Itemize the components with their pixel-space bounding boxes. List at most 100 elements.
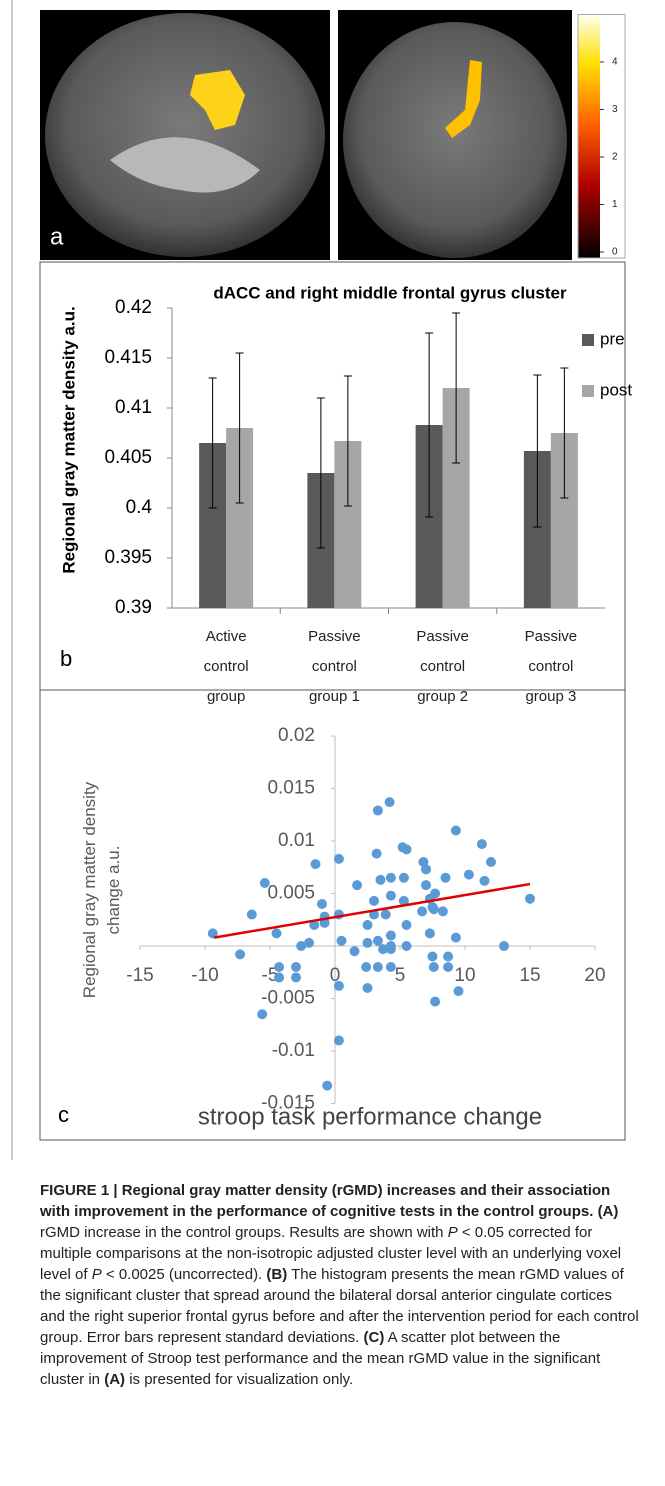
- point: [235, 949, 245, 959]
- point: [373, 936, 383, 946]
- y-tick-label: 0.4: [126, 497, 153, 518]
- colorbar-tick-label: 0: [612, 247, 618, 258]
- point: [386, 962, 396, 972]
- point: [334, 981, 344, 991]
- point: [385, 797, 395, 807]
- point: [363, 983, 373, 993]
- x-axis-label: stroop task performance change: [198, 1103, 542, 1130]
- y-axis-label: Regional gray matter density change a.u.: [78, 760, 126, 1020]
- y-tick-label: 0.005: [267, 883, 315, 904]
- point: [376, 875, 386, 885]
- point: [421, 880, 431, 890]
- point: [402, 920, 412, 930]
- chart-title: dACC and right middle frontal gyrus clus…: [213, 283, 567, 302]
- point: [311, 859, 321, 869]
- page: a01234dACC and right middle frontal gyru…: [0, 0, 665, 1486]
- x-tick-label: Passive control group 2: [403, 622, 483, 712]
- caption-text: FIGURE 1 | Regional gray matter density …: [40, 1182, 618, 1220]
- x-tick-label: 15: [519, 965, 540, 986]
- brain: [343, 22, 567, 258]
- point: [438, 906, 448, 916]
- point: [428, 952, 438, 962]
- point: [291, 973, 301, 983]
- legend-label: post: [600, 380, 632, 399]
- point: [441, 873, 451, 883]
- x-tick-label: 20: [584, 965, 605, 986]
- x-tick-label: 10: [454, 965, 475, 986]
- colorbar-tick-label: 4: [612, 57, 618, 68]
- panel-label: c: [58, 1102, 69, 1127]
- point: [334, 1036, 344, 1046]
- point: [274, 973, 284, 983]
- point: [337, 936, 347, 946]
- point: [257, 1009, 267, 1019]
- y-tick-label: 0.395: [104, 547, 152, 568]
- point: [480, 876, 490, 886]
- point: [352, 880, 362, 890]
- point: [429, 962, 439, 972]
- caption-text: P: [92, 1266, 102, 1283]
- y-tick-label: 0.015: [267, 778, 315, 799]
- x-tick-label: -10: [191, 965, 218, 986]
- point: [386, 931, 396, 941]
- point: [272, 928, 282, 938]
- panel-c-frame: [40, 690, 625, 1140]
- point: [361, 962, 371, 972]
- point: [260, 878, 270, 888]
- point: [363, 920, 373, 930]
- caption-text: (B): [266, 1266, 287, 1283]
- x-tick-label: Passive control group 3: [511, 622, 591, 712]
- point: [443, 952, 453, 962]
- y-tick-label: 0.39: [115, 597, 152, 618]
- legend-swatch: [582, 385, 594, 397]
- colorbar-tick-label: 2: [612, 152, 618, 163]
- point: [350, 946, 360, 956]
- point: [274, 962, 284, 972]
- point: [525, 894, 535, 904]
- point: [291, 962, 301, 972]
- y-axis-label: Regional gray matter density a.u.: [59, 306, 78, 573]
- point: [373, 806, 383, 816]
- point: [464, 870, 474, 880]
- x-tick-label: Passive control group 1: [294, 622, 374, 712]
- y-tick-label: 0.42: [115, 297, 152, 318]
- point: [451, 933, 461, 943]
- brain: [45, 13, 325, 257]
- point: [381, 910, 391, 920]
- x-tick-label: 5: [395, 965, 406, 986]
- y-tick-label: 0.405: [104, 447, 152, 468]
- point: [386, 944, 396, 954]
- point: [322, 1081, 332, 1091]
- point: [372, 849, 382, 859]
- colorbar-tick-label: 1: [612, 199, 618, 210]
- trend-line: [214, 884, 530, 938]
- point: [386, 891, 396, 901]
- point: [429, 904, 439, 914]
- y-tick-label: 0.01: [278, 830, 315, 851]
- legend-swatch: [582, 334, 594, 346]
- y-tick-label: 0.41: [115, 397, 152, 418]
- point: [369, 896, 379, 906]
- point: [421, 864, 431, 874]
- point: [430, 889, 440, 899]
- caption-text: P: [448, 1224, 458, 1241]
- point: [334, 854, 344, 864]
- panel-label: b: [60, 646, 72, 671]
- colorbar-tick-label: 3: [612, 104, 618, 115]
- point: [454, 986, 464, 996]
- point: [417, 906, 427, 916]
- y-tick-label: 0.02: [278, 725, 315, 746]
- caption-text: (A): [104, 1371, 125, 1388]
- point: [430, 997, 440, 1007]
- point: [402, 941, 412, 951]
- point: [363, 938, 373, 948]
- point: [386, 873, 396, 883]
- y-tick-label: -0.01: [272, 1040, 315, 1061]
- point: [317, 899, 327, 909]
- caption-text: rGMD increase in the control groups. Res…: [40, 1224, 448, 1241]
- point: [499, 941, 509, 951]
- y-tick-label: -0.005: [261, 988, 315, 1009]
- point: [402, 844, 412, 854]
- point: [399, 873, 409, 883]
- point: [247, 910, 257, 920]
